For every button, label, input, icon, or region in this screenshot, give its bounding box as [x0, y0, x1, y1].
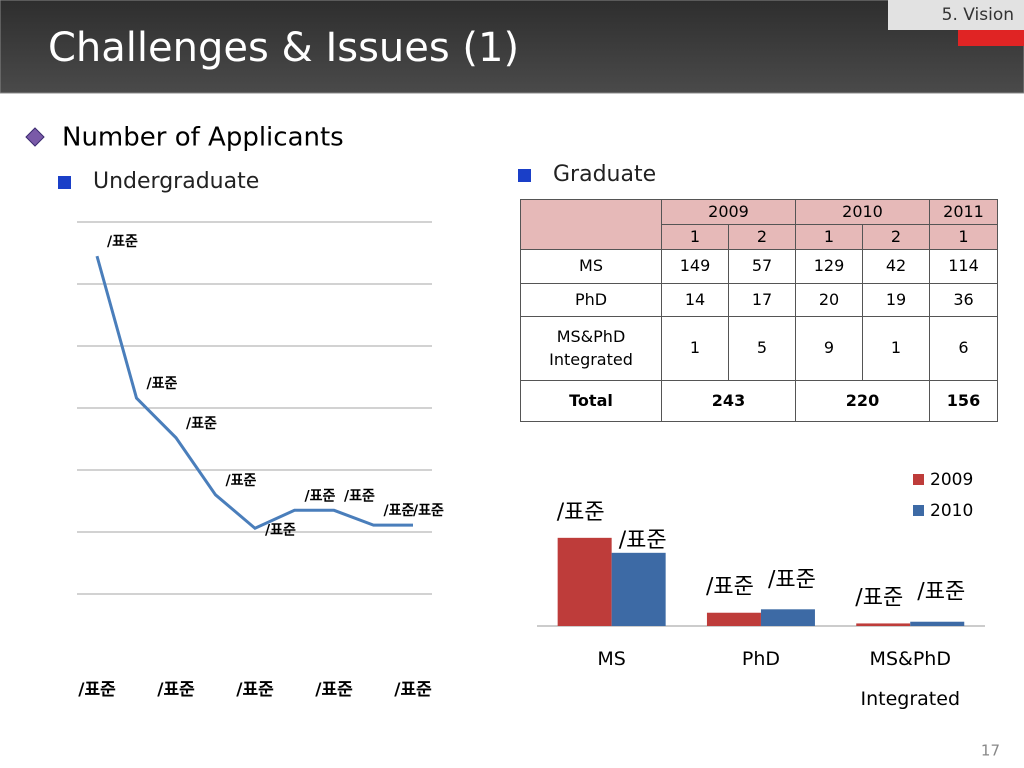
data-label: /표준 — [186, 416, 217, 432]
data-label: /표준 — [226, 473, 257, 489]
data-label: /표준 — [107, 234, 138, 250]
table-cell — [520, 199, 662, 250]
table-cell: 6 — [929, 316, 998, 381]
bar — [706, 612, 761, 626]
table-cell: 1 — [929, 224, 998, 250]
table-cell: PhD — [520, 283, 662, 317]
header-bar — [0, 0, 1024, 94]
table-cell: 2 — [862, 224, 930, 250]
title: Challenges & Issues (1) — [48, 25, 519, 71]
data-label: /표준 — [619, 528, 667, 553]
data-label: /표준 — [384, 503, 415, 519]
table-cell: MS&PhD Integrated — [520, 316, 662, 381]
bullet-undergraduate: Undergraduate — [93, 169, 259, 194]
x-tick-label: /표준 — [78, 680, 116, 700]
section-tab — [888, 0, 1024, 30]
data-label: /표준 — [917, 580, 965, 605]
x-tick-label: /표준 — [236, 680, 274, 700]
bar — [611, 552, 666, 626]
table-cell: 1 — [661, 316, 729, 381]
data-label: /표준 — [265, 522, 296, 538]
table-cell: 57 — [728, 249, 796, 284]
x-tick-label: /표준 — [157, 680, 195, 700]
table-cell: 2011 — [929, 199, 998, 225]
table-cell: 42 — [862, 249, 930, 284]
bar — [760, 609, 815, 626]
x-tick-label: PhD — [741, 648, 780, 670]
table-cell: 17 — [728, 283, 796, 317]
table-cell: 1 — [862, 316, 930, 381]
table-cell: 149 — [661, 249, 729, 284]
table-cell: 5 — [728, 316, 796, 381]
table-cell: 2010 — [795, 199, 930, 225]
bullet-square — [518, 169, 531, 182]
bullet-diamond — [25, 127, 45, 147]
table-cell: 2009 — [661, 199, 796, 225]
bullet-graduate: Graduate — [553, 162, 656, 187]
table-cell: 19 — [862, 283, 930, 317]
bullet-main: Number of Applicants — [62, 123, 344, 153]
section-label: 5. Vision — [942, 5, 1014, 25]
data-label: /표준 — [557, 500, 605, 525]
table-cell: 14 — [661, 283, 729, 317]
legend-label: 2010 — [930, 501, 973, 521]
legend-label: 2009 — [930, 470, 973, 490]
x-tick-label: /표준 — [394, 680, 432, 700]
data-label: /표준 — [413, 503, 444, 519]
x-tick-label: /표준 — [315, 680, 353, 700]
section-accent — [958, 30, 1024, 46]
table-cell: 156 — [929, 380, 998, 422]
legend-swatch — [913, 474, 924, 485]
page-number: 17 — [981, 742, 1000, 760]
legend-swatch — [913, 505, 924, 516]
table-cell: 1 — [795, 224, 863, 250]
bar — [856, 623, 911, 626]
line — [95, 255, 413, 531]
table-cell: 220 — [795, 380, 930, 422]
table-cell: 114 — [929, 249, 998, 284]
data-label: /표준 — [305, 488, 336, 504]
data-label: /표준 — [768, 567, 816, 592]
table-cell: 2 — [728, 224, 796, 250]
data-label: /표준 — [706, 575, 754, 600]
bar — [557, 537, 612, 626]
data-label: /표준 — [855, 585, 903, 610]
table-cell: 243 — [661, 380, 796, 422]
table-cell: 36 — [929, 283, 998, 317]
bullet-square — [58, 176, 71, 189]
x-tick-label: MS&PhD Integrated — [860, 648, 961, 710]
x-tick-label: MS — [597, 648, 626, 670]
table-cell: 9 — [795, 316, 863, 381]
data-label: /표준 — [147, 376, 178, 392]
data-label: /표준 — [344, 488, 375, 504]
bar — [910, 621, 965, 626]
table-cell: 1 — [661, 224, 729, 250]
table-cell: MS — [520, 249, 662, 284]
table-cell: Total — [520, 380, 662, 422]
table-cell: 129 — [795, 249, 863, 284]
table-cell: 20 — [795, 283, 863, 317]
